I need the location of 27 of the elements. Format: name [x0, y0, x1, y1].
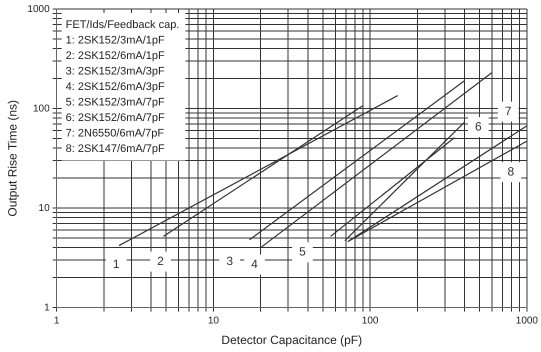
- y-tick-label: 1000: [27, 4, 50, 15]
- x-tick-label: 1: [54, 315, 60, 326]
- annotation: 8: [507, 164, 514, 178]
- annotation: 8: 2SK147/6mA/7pF: [66, 142, 165, 155]
- annotation: 2: 2SK152/6mA/1pF: [66, 50, 165, 62]
- y-tick-label: 100: [32, 103, 50, 114]
- annotation: 6: [474, 119, 482, 134]
- y-tick-label: 10: [38, 202, 50, 214]
- annotation: 6: 2SK152/6mA/7pF: [66, 112, 165, 124]
- annotation: FET/Ids/Feedback cap.: [66, 18, 180, 31]
- annotation: 1: 2SK152/3mA/1pF: [66, 34, 165, 46]
- y-tick-label: 1: [44, 302, 50, 314]
- annotation: 1: [112, 256, 120, 271]
- annotation: 7: 2N6550/6mA/7pF: [66, 127, 164, 140]
- annotation: 7: [504, 104, 512, 118]
- x-tick-label: 10: [208, 315, 220, 326]
- x-tick-label: 100: [362, 315, 379, 326]
- annotation: 4: [251, 256, 258, 271]
- y-axis-title: Output Rise Time (ns): [6, 100, 20, 217]
- annotation: 5: [299, 244, 306, 259]
- annotation: 4: 2SK152/6mA/3pF: [66, 80, 165, 93]
- annotation: 3: [226, 254, 234, 268]
- x-axis-title: Detector Capacitance (pF): [221, 333, 362, 348]
- annotation: 3: 2SK152/3mA/3pF: [66, 65, 165, 78]
- x-tick-label: 1000: [516, 315, 538, 326]
- annotation: 2: [157, 254, 164, 268]
- annotation: 5: 2SK152/3mA/7pF: [66, 96, 165, 108]
